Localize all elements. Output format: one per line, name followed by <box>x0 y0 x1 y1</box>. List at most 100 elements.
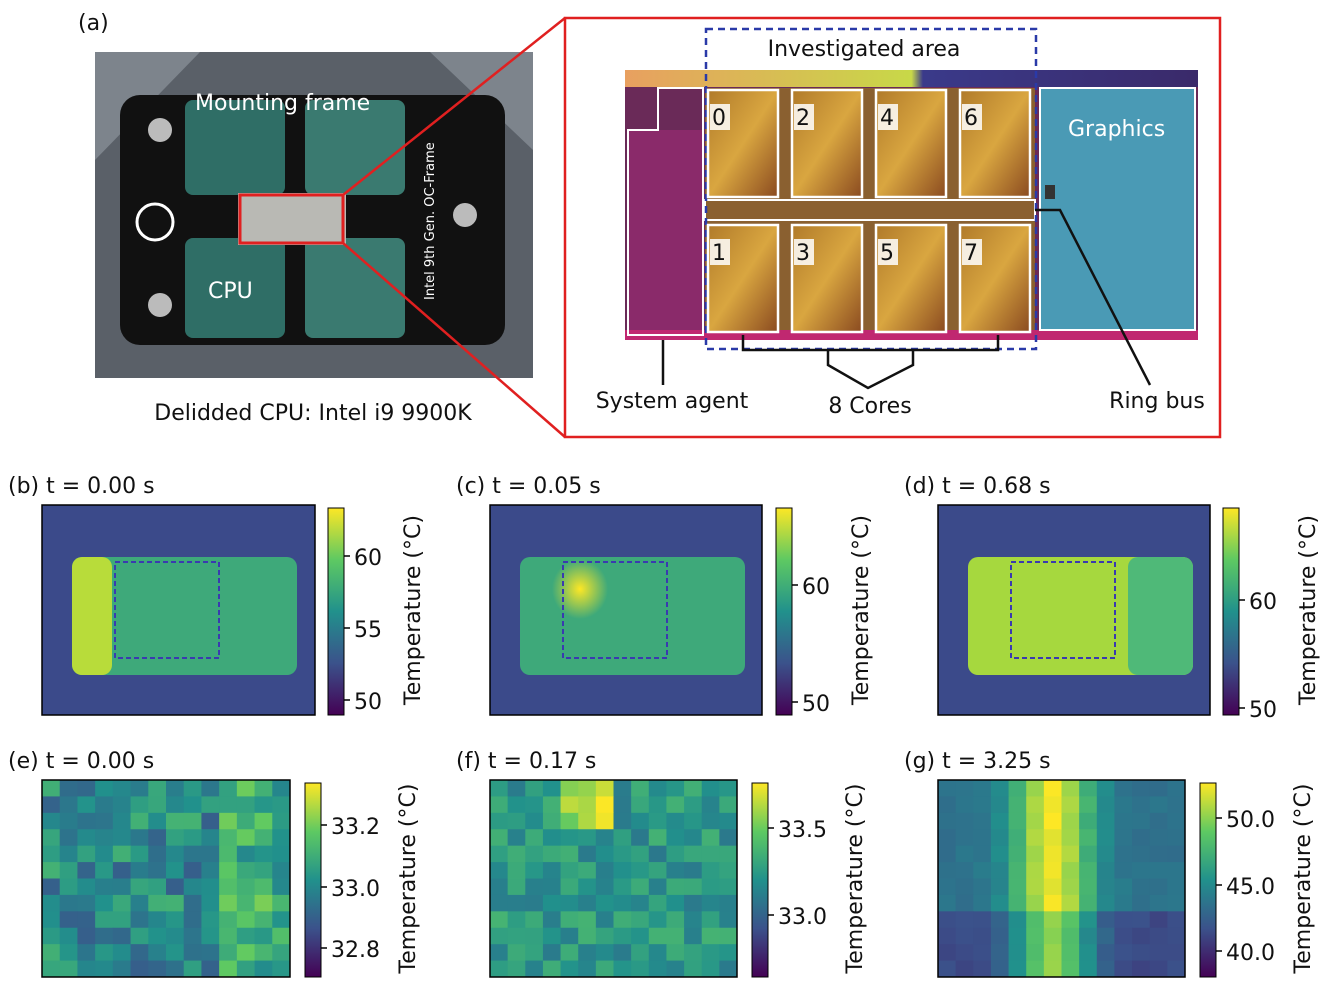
core-label: 4 <box>880 106 894 131</box>
heatmap-cell <box>702 944 720 961</box>
heatmap-cell <box>1167 911 1185 928</box>
heatmap-cell <box>237 961 255 978</box>
heatmap-cell <box>131 862 149 879</box>
heatmap-cell <box>1009 829 1027 846</box>
heatmap-cell <box>1097 862 1115 879</box>
heatmap-cell <box>702 829 720 846</box>
die-label: System agent <box>596 389 749 414</box>
colorbar-tick-label: 45.0 <box>1226 875 1275 900</box>
heatmap-cell <box>1167 879 1185 896</box>
heatmap-cell <box>666 928 684 945</box>
heatmap-cell <box>991 813 1009 830</box>
heatmap-cell <box>1167 961 1185 978</box>
heatmap-cell <box>148 846 166 863</box>
heatmap-cell <box>561 961 579 978</box>
heatmap-cell <box>702 879 720 896</box>
heatmap-cell <box>991 895 1009 912</box>
heatmap-cell <box>1026 780 1044 797</box>
heatmap-cell <box>649 846 667 863</box>
heatmap-cell <box>938 928 956 945</box>
heatmap-cell <box>649 862 667 879</box>
heatmap-cell <box>1044 928 1062 945</box>
heatmap-cell <box>508 813 526 830</box>
heatmap-cell <box>973 911 991 928</box>
heatmap-cell <box>956 928 974 945</box>
photo-caption: Delidded CPU: Intel i9 9900K <box>154 401 472 426</box>
heatmap-cell <box>184 895 202 912</box>
heatmap-cell <box>1167 796 1185 813</box>
heatmap-cell <box>77 895 95 912</box>
heatmap-cell <box>956 829 974 846</box>
heatmap-cell <box>131 895 149 912</box>
heatmap-cell <box>719 961 737 978</box>
heatmap-cell <box>95 928 113 945</box>
heatmap-cell <box>490 944 508 961</box>
heatmap-cell <box>1167 813 1185 830</box>
heatmap-cell <box>1062 911 1080 928</box>
heatmap-cell <box>490 846 508 863</box>
heatmap-cell <box>272 780 290 797</box>
heatmap-cell <box>649 813 667 830</box>
heatmap-cell <box>614 862 632 879</box>
heatmap-cell <box>543 895 561 912</box>
heatmap-cell <box>219 961 237 978</box>
colorbar-tick-label: 60 <box>1249 590 1277 615</box>
heatmap-cell <box>184 928 202 945</box>
heatmap-cell <box>1044 846 1062 863</box>
heatmap-cell <box>201 911 219 928</box>
heatmap-cell <box>148 928 166 945</box>
heatmap-cell <box>1150 895 1168 912</box>
heatmap-cell <box>77 944 95 961</box>
heatmap-cell <box>938 862 956 879</box>
heatmap-cell <box>1114 879 1132 896</box>
heatmap-cell <box>1079 862 1097 879</box>
heatmap-cell <box>684 961 702 978</box>
heatmap-cell <box>1079 879 1097 896</box>
heatmap-cell <box>95 911 113 928</box>
heatmap-cell <box>614 780 632 797</box>
heatmap-cell <box>973 862 991 879</box>
heatmap-cell <box>991 961 1009 978</box>
heatmap-cell <box>631 944 649 961</box>
heatmap-cell <box>148 895 166 912</box>
heatmap-cell <box>1097 879 1115 896</box>
heatmap-cell <box>166 928 184 945</box>
heatmap-cell <box>525 928 543 945</box>
heatmap-cell <box>649 961 667 978</box>
heatmap-cell <box>1044 796 1062 813</box>
heatmap-cell <box>1009 879 1027 896</box>
heatmap-cell <box>956 961 974 978</box>
heatmap-cell <box>1044 879 1062 896</box>
heatmap-cell <box>1044 895 1062 912</box>
heatmap-cell <box>684 780 702 797</box>
heatmap-cell <box>719 780 737 797</box>
heatmap-cell <box>60 928 78 945</box>
heatmap-cell <box>272 813 290 830</box>
heatmap-cell <box>272 846 290 863</box>
panel-label: (c) t = 0.05 s <box>456 474 601 499</box>
heatmap-cell <box>1079 813 1097 830</box>
heatmap-cell <box>938 911 956 928</box>
heatmap-cell <box>219 862 237 879</box>
heatmap-cell <box>973 961 991 978</box>
heatmap-cell <box>702 796 720 813</box>
heatmap-cell <box>60 846 78 863</box>
heatmap-cell <box>272 796 290 813</box>
heatmap-cell <box>148 879 166 896</box>
heatmap-cell <box>1062 780 1080 797</box>
heatmap-cell <box>131 813 149 830</box>
heatmap-cell <box>649 895 667 912</box>
heatmap-cell <box>1150 911 1168 928</box>
heatmap-cell <box>596 862 614 879</box>
heatmap-cell <box>684 796 702 813</box>
heatmap-cell <box>1026 846 1044 863</box>
heatmap-cell <box>1150 862 1168 879</box>
heatmap-cell <box>272 961 290 978</box>
colorbar-label: Temperature (°C) <box>849 515 874 706</box>
heatmap-cell <box>956 780 974 797</box>
colorbar <box>305 783 321 977</box>
heatmap-cell <box>166 862 184 879</box>
heatmap-cell <box>956 944 974 961</box>
heatmap-cell <box>1044 862 1062 879</box>
heatmap-cell <box>272 911 290 928</box>
